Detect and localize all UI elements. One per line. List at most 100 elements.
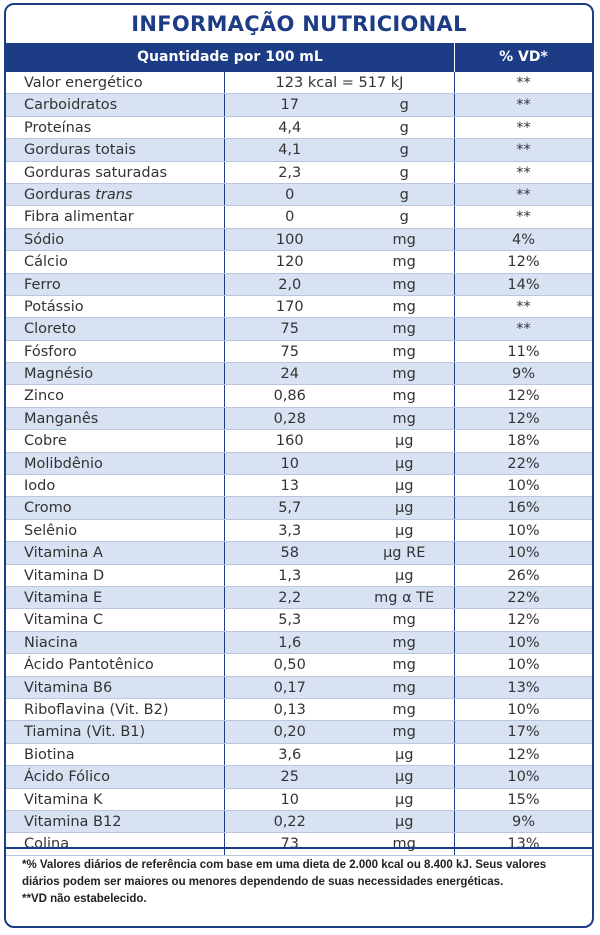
table-row: Gorduras totais 4,1 g **	[6, 139, 592, 162]
nutrient-name-text: Cobre	[24, 433, 67, 450]
table-header: Quantidade por 100 mL % VD*	[6, 43, 592, 72]
nutrient-vd: 17%	[507, 724, 540, 741]
nutrient-vd: **	[516, 321, 531, 338]
nutrient-name: Potássio	[6, 295, 225, 318]
nutrient-value: 0,28	[273, 410, 306, 427]
table-row: Vitamina D 1,3 µg 26%	[6, 564, 592, 587]
nutrient-table-body: Valor energético 123 kcal = 517 kJ ** Carbo…	[6, 72, 592, 856]
nutrient-unit: µg	[395, 769, 414, 786]
table-row: Gorduras trans 0 g **	[6, 183, 592, 207]
nutrient-vd: 10%	[507, 545, 540, 562]
nutrient-quantity: 58 µg RE	[225, 542, 455, 564]
table-row: Proteínas 4,4 g **	[6, 116, 592, 140]
nutrient-name-text: Valor energético	[24, 75, 143, 91]
table-row: Vitamina C 5,3 mg 12%	[6, 609, 592, 632]
nutrient-unit: mg	[392, 298, 416, 315]
nutrient-unit: µg	[395, 522, 414, 539]
nutrient-value: 0,13	[273, 701, 306, 718]
nutrient-name: Gorduras trans	[6, 183, 225, 206]
nutrient-unit: µg	[395, 791, 414, 808]
nutrient-name-text: Vitamina E	[24, 589, 103, 606]
table-row: Tiamina (Vit. B1) 0,20 mg 17%	[6, 721, 592, 744]
nutrient-unit: g	[399, 119, 409, 136]
table-row: Niacina 1,6 mg 10%	[6, 631, 592, 655]
nutrient-name-text: Fibra alimentar	[24, 209, 134, 226]
nutrient-unit: mg	[392, 410, 416, 427]
table-row: Molibdênio 10 µg 22%	[6, 452, 592, 476]
nutrient-vd: 12%	[507, 410, 540, 427]
nutrient-name-text: Zinco	[24, 388, 64, 405]
nutrient-value: 3,3	[278, 522, 302, 539]
nutrient-quantity: 3,6 µg	[225, 743, 455, 766]
nutrient-value: 2,3	[278, 164, 302, 181]
nutrient-name: Carboidratos	[6, 94, 225, 116]
nutrient-unit: mg	[392, 366, 416, 383]
table-row: Fósforo 75 mg 11%	[6, 340, 592, 364]
nutrient-vd: 10%	[507, 701, 540, 718]
nutrient-vd: 12%	[507, 612, 540, 629]
nutrient-name: Ácido Fólico	[6, 766, 225, 788]
table-row: Ácido Pantotênico 0,50 mg 10%	[6, 654, 592, 677]
nutrient-unit: mg	[392, 724, 416, 741]
nutrient-vd: 9%	[511, 813, 535, 830]
nutrient-name-text: Gorduras	[24, 186, 91, 203]
nutrient-name-text: Ácido Pantotênico	[24, 657, 154, 674]
nutrient-name: Vitamina A	[6, 542, 225, 564]
nutrient-vd: 10%	[507, 657, 540, 674]
nutrient-name: Vitamina E	[6, 586, 225, 609]
quantity-header: Quantidade por 100 mL	[6, 43, 455, 72]
table-row: Cobre 160 µg 18%	[6, 430, 592, 453]
nutrient-quantity: 10 µg	[225, 788, 455, 810]
table-row: Iodo 13 µg 10%	[6, 475, 592, 498]
table-row: Manganês 0,28 mg 12%	[6, 407, 592, 431]
nutrient-vd: 4%	[511, 231, 535, 248]
nutrient-quantity: 4,4 g	[225, 116, 455, 139]
nutrient-vd: **	[516, 119, 531, 136]
nutrient-unit: g	[399, 164, 409, 181]
nutrient-unit: mg	[392, 634, 416, 651]
nutrient-quantity: 75 mg	[225, 318, 455, 340]
nutrient-value: 2,0	[278, 276, 302, 293]
nutrient-unit: mg	[392, 388, 416, 405]
nutrient-name-text: Manganês	[24, 410, 99, 427]
nutrient-vd: 12%	[507, 746, 540, 763]
nutrient-vd: **	[516, 298, 531, 315]
nutrient-unit: g	[399, 97, 409, 114]
nutrient-value: 4,4	[278, 119, 302, 136]
nutrient-value: 58	[280, 545, 299, 562]
nutrient-name-text: Iodo	[24, 478, 56, 495]
nutrient-quantity: 170 mg	[225, 295, 455, 318]
nutrient-value: 0,22	[273, 813, 306, 830]
nutrient-name-text: Vitamina C	[24, 612, 104, 629]
nutrient-name: Manganês	[6, 407, 225, 430]
nutrient-name: Zinco	[6, 385, 225, 407]
nutrient-name-italic: trans	[95, 186, 133, 203]
nutrient-vd: 12%	[507, 388, 540, 405]
nutrient-value: 0	[285, 186, 295, 203]
nutrient-unit: µg RE	[383, 545, 426, 562]
nutrient-quantity: 100 mg	[225, 228, 455, 251]
nutrient-quantity: 2,0 mg	[225, 273, 455, 295]
nutrient-vd: 26%	[507, 567, 540, 584]
nutrient-name-text: Gorduras saturadas	[24, 164, 168, 181]
nutrient-unit: mg	[392, 701, 416, 718]
nutrient-name: Molibdênio	[6, 452, 225, 475]
nutrient-vd: **	[516, 142, 531, 159]
nutrient-unit: mg	[392, 612, 416, 629]
nutrient-unit: g	[399, 142, 409, 159]
nutrient-vd: 9%	[511, 366, 535, 383]
nutrient-vd: 10%	[507, 478, 540, 495]
nutrient-value: 0,20	[273, 724, 306, 741]
nutrient-quantity: 75 mg	[225, 340, 455, 363]
nutrient-value: 1,3	[278, 567, 302, 584]
nutrient-name: Niacina	[6, 631, 225, 654]
table-row: Fibra alimentar 0 g **	[6, 206, 592, 229]
nutrient-name: Fibra alimentar	[6, 206, 225, 228]
vd-header: % VD*	[499, 49, 548, 65]
table-row: Cálcio 120 mg 12%	[6, 251, 592, 274]
nutrient-unit: g	[399, 209, 409, 226]
nutrient-unit: µg	[395, 500, 414, 517]
nutrient-unit: mg	[392, 321, 416, 338]
footnote-not-established: **VD não estabelecido.	[22, 893, 147, 905]
